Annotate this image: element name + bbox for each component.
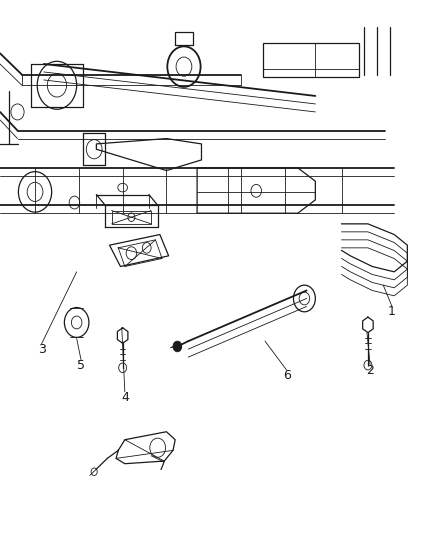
Text: 1: 1	[388, 305, 396, 318]
Text: 2: 2	[366, 364, 374, 377]
Text: 5: 5	[77, 359, 85, 372]
Text: 6: 6	[283, 369, 291, 382]
Text: 4: 4	[121, 391, 129, 403]
Circle shape	[173, 341, 182, 352]
Bar	[112, 211, 151, 224]
Text: 7: 7	[158, 460, 166, 473]
Text: 3: 3	[38, 343, 46, 356]
Bar	[175, 32, 193, 45]
Bar	[263, 43, 359, 77]
